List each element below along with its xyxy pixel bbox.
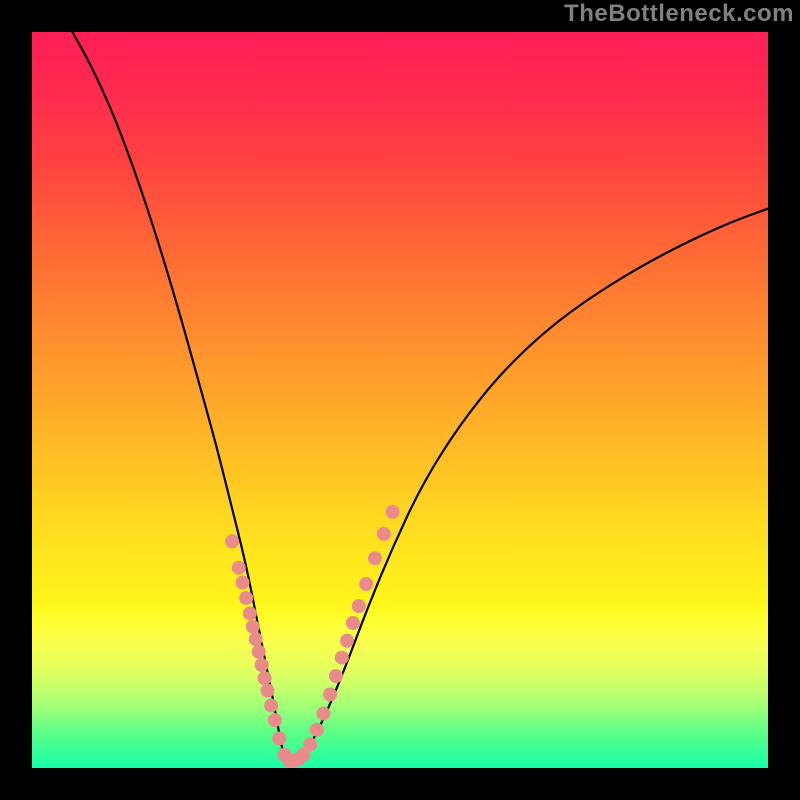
curve-marker [368, 551, 382, 565]
curve-marker [352, 599, 366, 613]
curve-marker [272, 732, 286, 746]
curve-marker [329, 669, 343, 683]
curve-marker [316, 707, 330, 721]
curve-marker [377, 527, 391, 541]
curve-marker [258, 671, 272, 685]
plot-background [32, 32, 768, 768]
curve-marker [323, 687, 337, 701]
curve-marker [303, 737, 317, 751]
curve-marker [346, 616, 360, 630]
curve-marker [264, 698, 278, 712]
bottleneck-curve-chart [0, 0, 800, 800]
chart-root: TheBottleneck.com [0, 0, 800, 800]
curve-marker [340, 634, 354, 648]
curve-marker [239, 591, 253, 605]
curve-marker [310, 723, 324, 737]
curve-marker [359, 577, 373, 591]
curve-marker [386, 505, 400, 519]
curve-marker [243, 606, 257, 620]
curve-marker [261, 684, 275, 698]
curve-marker [268, 713, 282, 727]
curve-marker [246, 620, 260, 634]
curve-marker [255, 658, 269, 672]
watermark-text: TheBottleneck.com [564, 0, 794, 28]
curve-marker [249, 632, 263, 646]
curve-marker [252, 645, 266, 659]
curve-marker [225, 534, 239, 548]
curve-marker [335, 651, 349, 665]
curve-marker [232, 561, 246, 575]
curve-marker [235, 576, 249, 590]
